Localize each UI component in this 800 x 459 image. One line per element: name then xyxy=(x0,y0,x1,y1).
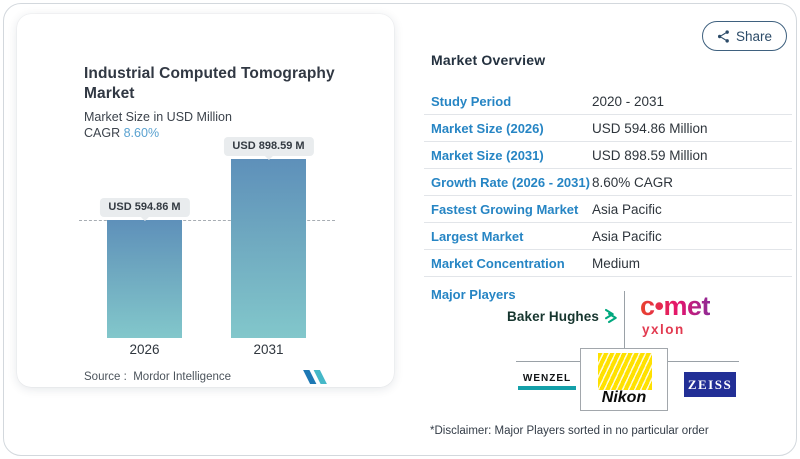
row-value: USD 594.86 Million xyxy=(592,120,708,136)
share-button[interactable]: Share xyxy=(702,21,787,51)
reference-line xyxy=(79,220,335,221)
chart-card: Industrial Computed Tomography Market Ma… xyxy=(17,14,394,387)
row-value: 2020 - 2031 xyxy=(592,93,665,109)
row-label: Market Size (2031) xyxy=(431,147,544,163)
source-value: Mordor Intelligence xyxy=(133,371,232,383)
x-axis-label-2026: 2026 xyxy=(129,342,160,357)
row-value: Medium xyxy=(592,255,641,271)
source-label: Source : xyxy=(84,371,127,383)
share-button-label: Share xyxy=(735,28,773,44)
bar-value-label-2026: USD 594.86 M xyxy=(99,198,190,221)
row-label: Market Size (2026) xyxy=(431,120,544,136)
connector-vertical-line xyxy=(624,291,625,348)
baker-hughes-logo: Baker Hughes xyxy=(500,305,618,327)
disclaimer-text: *Disclaimer: Major Players sorted in no … xyxy=(430,425,709,437)
wenzel-wordmark: WENZEL xyxy=(522,373,572,384)
wenzel-logo: WENZEL xyxy=(518,373,576,390)
comet-yxlon-logo: c•met yxlon xyxy=(640,291,710,338)
infographic-frame: Industrial Computed Tomography Market Ma… xyxy=(3,3,797,456)
bar-2026[interactable] xyxy=(107,220,182,338)
chart-title: Industrial Computed Tomography Market xyxy=(84,65,335,103)
row-label: Growth Rate (2026 - 2031) xyxy=(431,174,590,190)
zeiss-wordmark: ZEISS xyxy=(687,376,733,392)
table-row-fastest-growing-market: Fastest Growing Market Asia Pacific xyxy=(424,196,792,223)
table-row-study-period: Study Period 2020 - 2031 xyxy=(424,88,792,115)
row-value: Asia Pacific xyxy=(592,201,662,217)
table-row-growth-rate: Growth Rate (2026 - 2031) 8.60% CAGR xyxy=(424,169,792,196)
nikon-wordmark: Nikon xyxy=(601,389,647,406)
row-label: Largest Market xyxy=(431,228,524,244)
source-row: Source : Mordor Intelligence xyxy=(84,370,327,384)
row-label: Study Period xyxy=(431,93,512,109)
connector-horizontal-line-left xyxy=(516,361,580,362)
nikon-yellow-mark xyxy=(598,353,652,390)
cagr-value: 8.60% xyxy=(123,125,160,140)
overview-table: Study Period 2020 - 2031 Market Size (20… xyxy=(424,88,792,277)
table-row-largest-market: Largest Market Asia Pacific xyxy=(424,223,792,250)
source-text: Source : Mordor Intelligence xyxy=(84,371,231,383)
yxlon-wordmark: yxlon xyxy=(642,322,685,337)
x-axis-label-2031: 2031 xyxy=(253,342,284,357)
nikon-logo: Nikon xyxy=(580,348,668,411)
table-row-market-size-2026: Market Size (2026) USD 594.86 Million xyxy=(424,115,792,142)
baker-hughes-chevrons-icon xyxy=(604,308,617,324)
row-value: USD 898.59 Million xyxy=(592,147,708,163)
chart-subtitle: Market Size in USD Million xyxy=(84,109,232,124)
table-row-market-size-2031: Market Size (2031) USD 898.59 Million xyxy=(424,142,792,169)
bar-value-label-2031: USD 898.59 M xyxy=(223,137,314,160)
mordor-intelligence-logo xyxy=(303,370,327,384)
share-nodes-icon xyxy=(717,29,729,43)
bar-2031[interactable] xyxy=(231,159,306,338)
panel-title: Market Overview xyxy=(431,52,546,68)
chart-cagr: CAGR 8.60% xyxy=(84,126,344,140)
zeiss-logo: ZEISS xyxy=(684,372,736,397)
row-label: Market Concentration xyxy=(431,255,565,271)
table-row-market-concentration: Market Concentration Medium xyxy=(424,250,792,277)
connector-horizontal-line-right xyxy=(668,361,739,362)
chart-header: Industrial Computed Tomography Market Ma… xyxy=(84,64,344,140)
comet-wordmark: c•met xyxy=(640,291,710,321)
cagr-label: CAGR xyxy=(84,125,121,140)
row-value: 8.60% CAGR xyxy=(592,174,674,190)
major-players-label: Major Players xyxy=(431,287,516,302)
row-label: Fastest Growing Market xyxy=(431,201,579,217)
row-value: Asia Pacific xyxy=(592,228,662,244)
baker-hughes-wordmark: Baker Hughes xyxy=(507,308,599,324)
wenzel-underline xyxy=(518,386,576,390)
